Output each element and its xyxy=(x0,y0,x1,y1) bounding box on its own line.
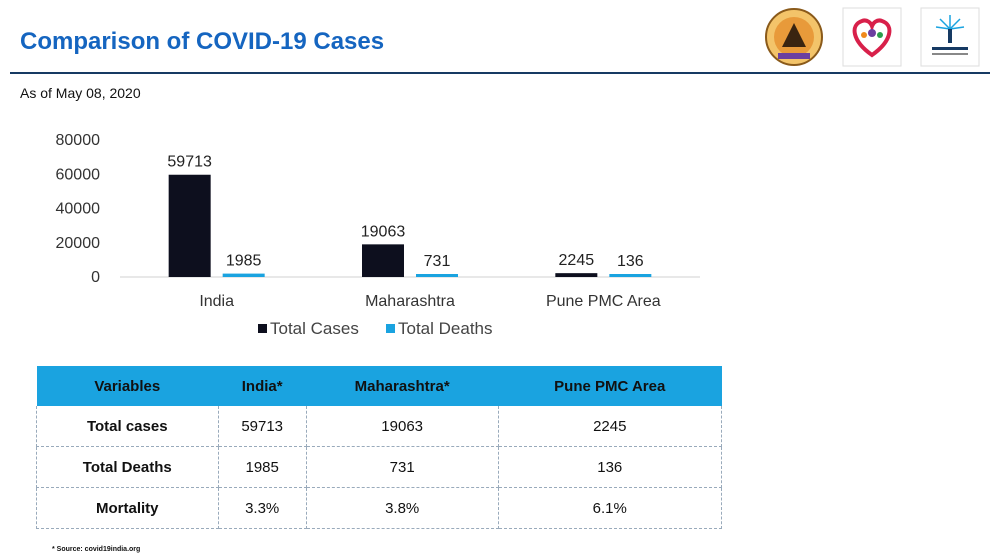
table-cell: 59713 xyxy=(217,406,307,447)
health-heart-icon xyxy=(840,6,904,68)
table-cell: 6.1% xyxy=(497,487,722,529)
header-divider xyxy=(10,72,990,74)
data-label: 731 xyxy=(424,253,451,270)
bar-total-deaths xyxy=(416,274,458,277)
legend-label: Total Deaths xyxy=(398,319,493,338)
table-cell: 731 xyxy=(305,446,499,488)
data-label: 19063 xyxy=(361,223,406,240)
x-tick-label: Maharashtra xyxy=(365,293,455,310)
bar-total-deaths xyxy=(222,273,265,277)
table-row: Mortality 3.3% 3.8% 6.1% xyxy=(36,487,722,529)
header-india: India* xyxy=(218,366,307,406)
municipal-seal-icon xyxy=(762,6,826,68)
data-label: 2245 xyxy=(559,252,595,269)
header-maharashtra: Maharashtra* xyxy=(306,366,498,406)
table-cell: 3.8% xyxy=(305,487,499,529)
table-header-row: Variables India* Maharashtra* Pune PMC A… xyxy=(36,366,722,406)
table-cell: 3.3% xyxy=(217,487,307,529)
bar-total-cases xyxy=(168,174,211,277)
bar-total-cases xyxy=(362,244,404,277)
y-tick-label: 20000 xyxy=(56,235,101,252)
y-tick-label: 80000 xyxy=(56,132,101,149)
table-row: Total cases 59713 19063 2245 xyxy=(36,406,722,447)
source-footnote: * Source: covid19india.org xyxy=(52,546,141,553)
legend-swatch-total-deaths xyxy=(386,324,395,333)
table-cell: 19063 xyxy=(305,406,499,447)
legend-swatch-total-cases xyxy=(258,324,267,333)
y-tick-label: 40000 xyxy=(56,201,101,218)
table-cell: 1985 xyxy=(217,446,307,488)
data-label: 1985 xyxy=(226,253,262,270)
header-pune: Pune PMC Area xyxy=(498,366,722,406)
data-label: 136 xyxy=(617,253,644,270)
comparison-table: Variables India* Maharashtra* Pune PMC A… xyxy=(36,366,722,529)
row-label: Mortality xyxy=(36,487,219,529)
covid-bar-chart: 0 20000 40000 60000 80000 59713 1985 India 19063… xyxy=(56,132,700,338)
as-of-date: As of May 08, 2020 xyxy=(20,85,141,101)
bar-total-cases xyxy=(555,273,598,277)
x-tick-label: India xyxy=(199,293,234,310)
table-cell: 136 xyxy=(497,446,722,488)
logo-strip xyxy=(762,6,982,68)
x-tick-label: Pune PMC Area xyxy=(546,293,661,310)
y-tick-label: 60000 xyxy=(56,166,101,183)
table-row: Total Deaths 1985 731 136 xyxy=(36,446,722,488)
smart-city-icon xyxy=(918,6,982,68)
page-title: Comparison of COVID-19 Cases xyxy=(20,28,385,55)
bar-total-deaths xyxy=(609,274,652,277)
row-label: Total Deaths xyxy=(36,446,219,488)
header-variables: Variables xyxy=(36,366,219,406)
table-cell: 2245 xyxy=(497,406,722,447)
data-label: 59713 xyxy=(167,154,212,171)
legend-label: Total Cases xyxy=(270,319,359,338)
row-label: Total cases xyxy=(36,406,219,447)
y-tick-label: 0 xyxy=(91,269,100,286)
